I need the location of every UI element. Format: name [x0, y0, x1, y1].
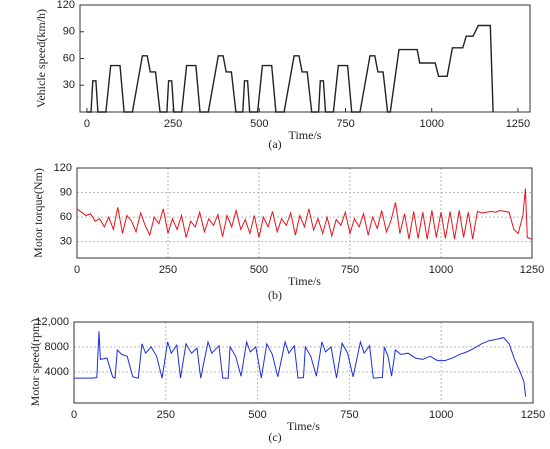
y-axis-label: Vehicle speed(km/h) — [34, 9, 48, 108]
x-tick-label: 500 — [248, 409, 266, 421]
x-tick-label: 1000 — [429, 409, 453, 421]
y-tick-label: 12,000 — [35, 316, 69, 328]
x-tick-label: 1250 — [521, 409, 545, 421]
caption: (c) — [268, 430, 281, 444]
x-tick-label: 250 — [164, 118, 182, 130]
y-tick-label: 30 — [63, 79, 75, 91]
x-tick-label: 1000 — [419, 118, 443, 130]
y-tick-label: 120 — [57, 0, 75, 11]
plot-frame — [76, 167, 533, 259]
x-tick-label: 1250 — [506, 118, 530, 130]
x-axis-label: Time/s — [289, 128, 322, 142]
plot-frame — [73, 321, 534, 404]
y-tick-label: 90 — [60, 186, 72, 198]
data-line — [74, 331, 527, 397]
y-tick-label: 4000 — [45, 366, 69, 378]
data-line — [76, 188, 533, 240]
y-tick-label: 8000 — [45, 341, 69, 353]
y-tick-label: 120 — [54, 162, 72, 174]
x-axis-label: Time/s — [288, 274, 321, 288]
y-tick-label: 30 — [60, 236, 72, 248]
x-tick-label: 1000 — [429, 264, 453, 276]
x-tick-label: 1250 — [520, 264, 544, 276]
y-tick-label: 90 — [63, 26, 75, 38]
x-tick-label: 0 — [71, 409, 77, 421]
data-line — [86, 24, 494, 113]
x-tick-label: 0 — [84, 118, 90, 130]
x-tick-label: 250 — [157, 409, 175, 421]
y-axis-label: Motor speed(rpm) — [28, 319, 42, 407]
x-tick-label: 500 — [250, 118, 268, 130]
x-axis-label: Time/s — [287, 419, 320, 433]
y-tick-label: 60 — [60, 211, 72, 223]
y-tick-label: 60 — [63, 52, 75, 64]
plot-frame — [79, 4, 531, 113]
x-tick-label: 0 — [74, 264, 80, 276]
caption: (a) — [268, 137, 281, 151]
x-tick-label: 750 — [340, 409, 358, 421]
x-tick-label: 750 — [336, 118, 354, 130]
x-tick-label: 500 — [250, 264, 268, 276]
x-tick-label: 750 — [341, 264, 359, 276]
caption: (b) — [268, 288, 282, 302]
x-tick-label: 250 — [159, 264, 177, 276]
y-axis-label: Motor torque(Nm) — [31, 168, 45, 258]
